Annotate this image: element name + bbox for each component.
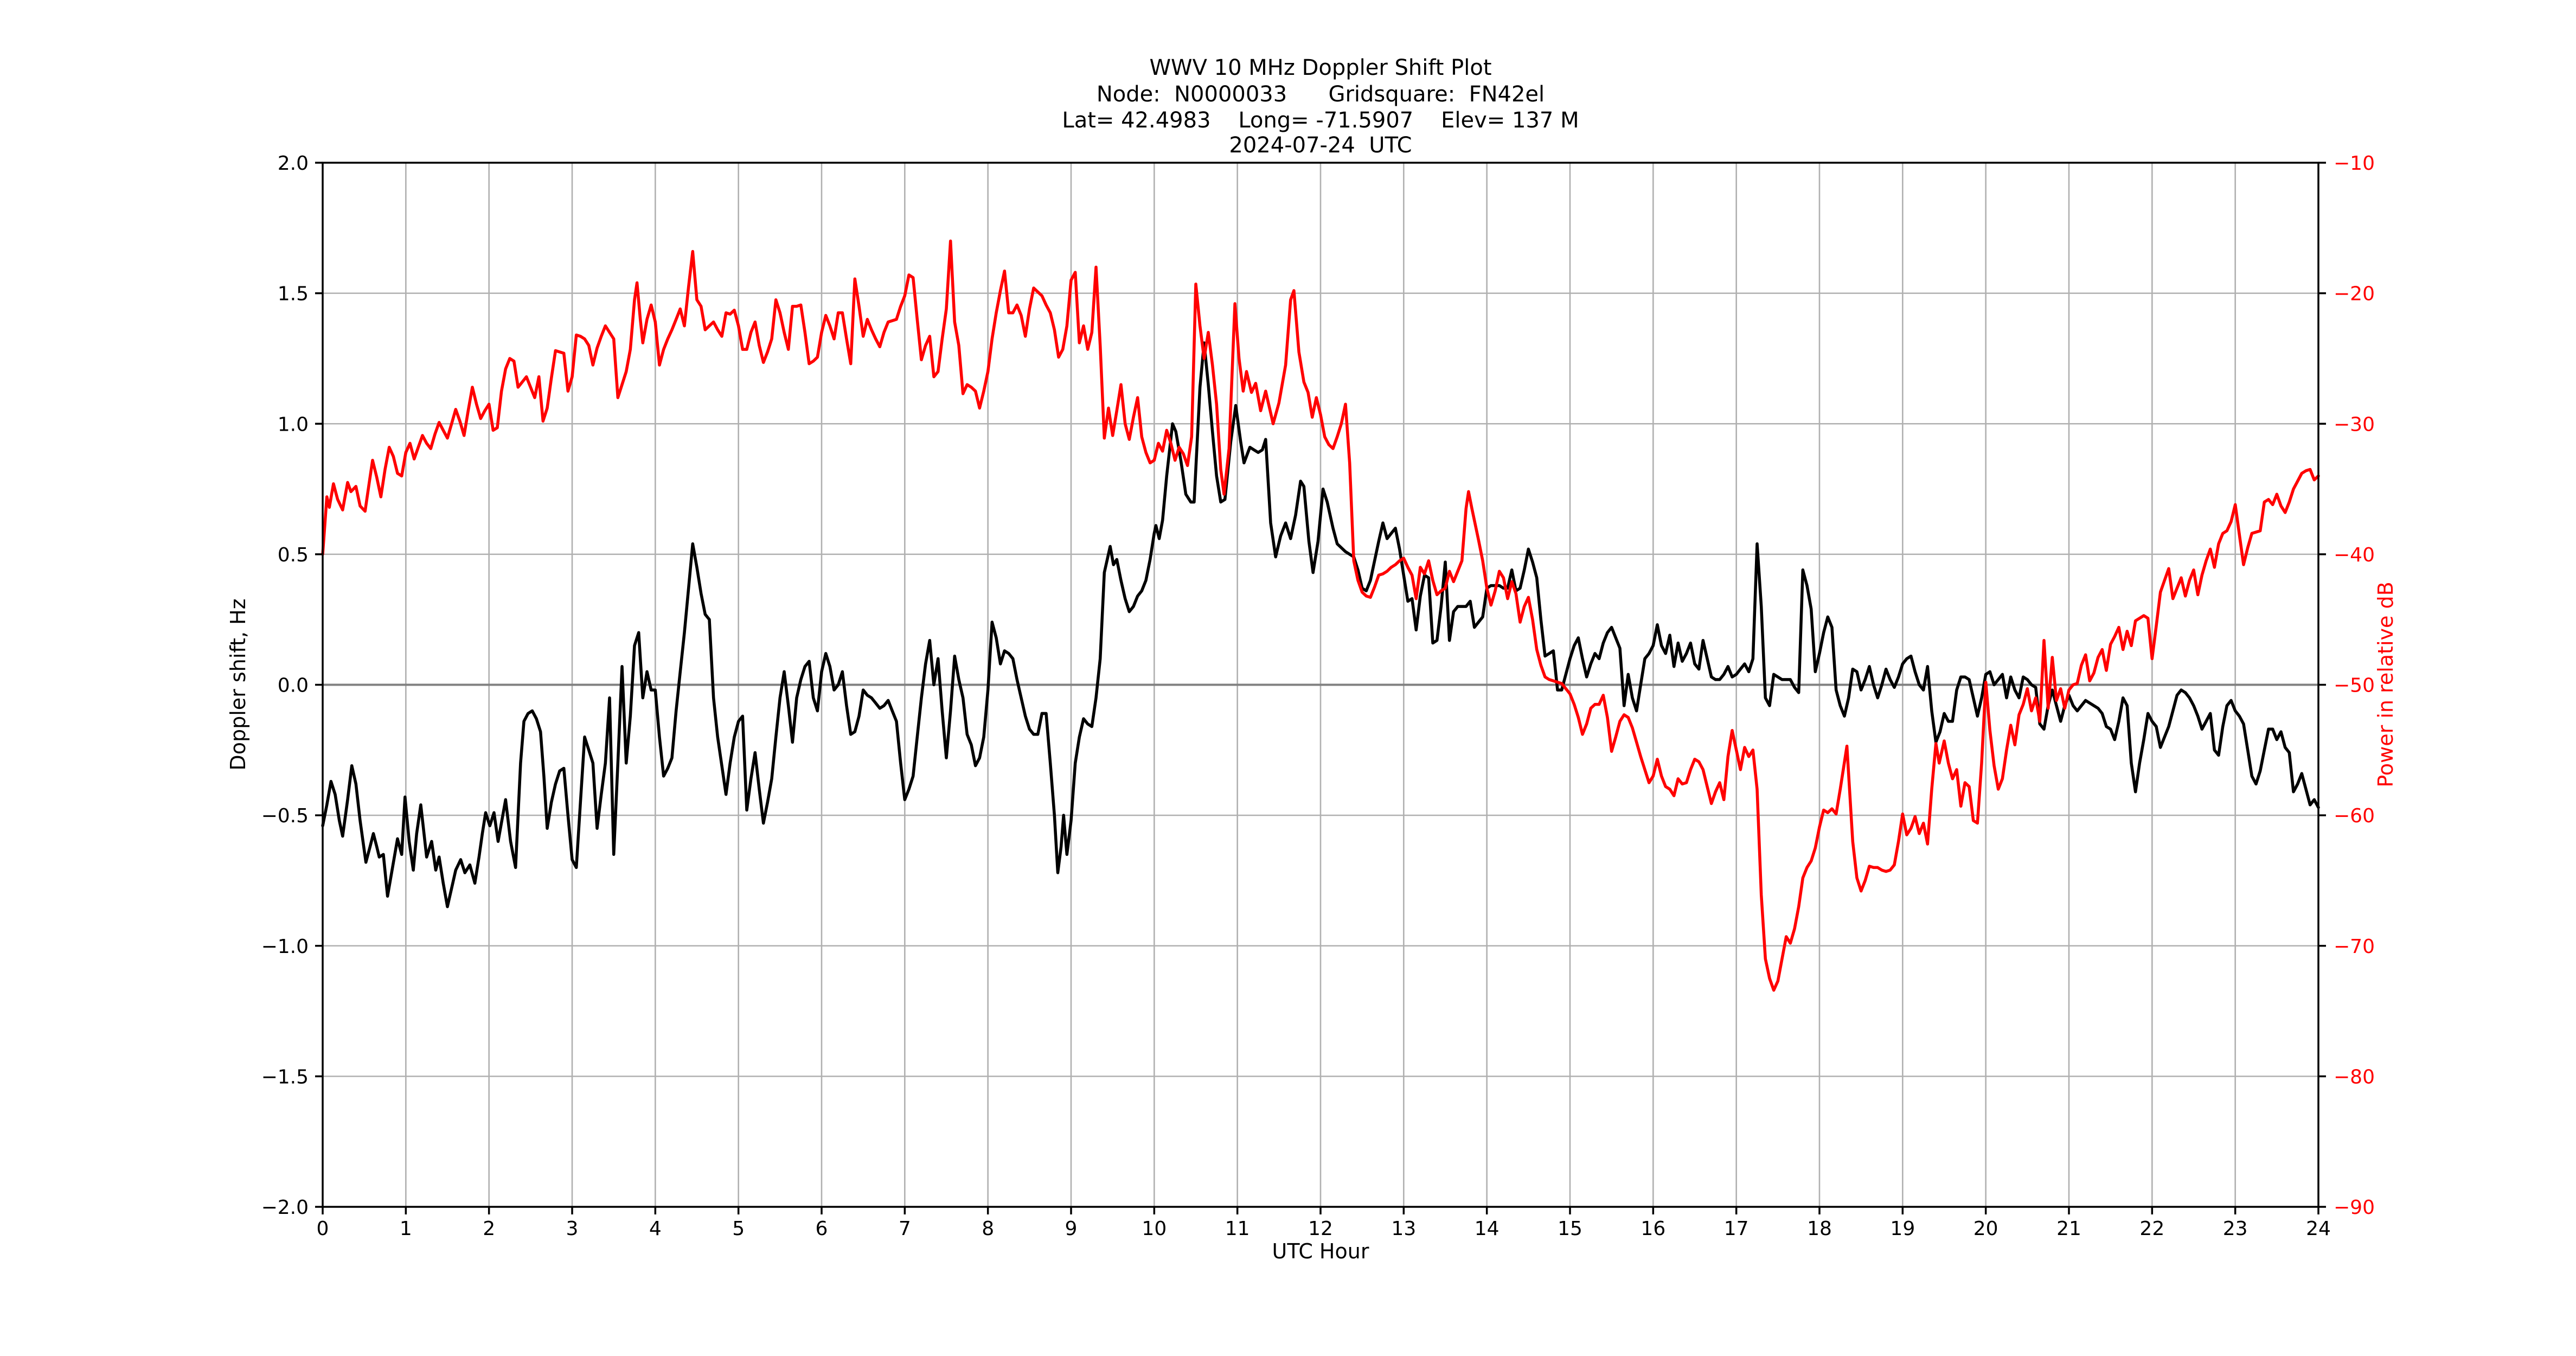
- x-tick-label: 17: [1724, 1218, 1749, 1240]
- y-right-tick-label: −60: [2334, 805, 2375, 827]
- plot-subtitle-node-gridsquare: Node: N0000033 Gridsquare: FN42el: [1097, 82, 1545, 107]
- y-right-tick-label: −80: [2334, 1066, 2375, 1088]
- x-tick-label: 18: [1807, 1218, 1832, 1240]
- power-series-path: [321, 239, 2320, 992]
- x-tick-label: 14: [1475, 1218, 1500, 1240]
- plot-title: WWV 10 MHz Doppler Shift Plot: [1149, 55, 1491, 80]
- x-tick-label: 8: [982, 1218, 994, 1240]
- x-tick-label: 2: [483, 1218, 495, 1240]
- y-right-tick-label: −10: [2334, 152, 2375, 175]
- x-tick-label: 4: [649, 1218, 662, 1240]
- x-tick-label: 23: [2223, 1218, 2248, 1240]
- y-left-tick-label: −1.0: [261, 936, 309, 958]
- plot-border: [322, 162, 2319, 1208]
- x-tick-label: 3: [566, 1218, 579, 1240]
- axis-ticks: [315, 162, 2326, 1214]
- doppler-series-path: [321, 341, 2320, 909]
- x-tick-label: 15: [1558, 1218, 1582, 1240]
- y-right-tick-label: −30: [2334, 413, 2375, 436]
- x-tick-label: 6: [816, 1218, 828, 1240]
- x-tick-label: 21: [2056, 1218, 2081, 1240]
- y-axis-label-right: Power in relative dB: [2374, 581, 2398, 787]
- y-left-tick-label: 2.0: [278, 152, 309, 175]
- x-tick-label: 24: [2306, 1218, 2331, 1240]
- x-tick-label: 22: [2139, 1218, 2164, 1240]
- y-left-tick-label: −0.5: [261, 805, 309, 827]
- y-left-tick-label: −2.0: [261, 1197, 309, 1219]
- x-tick-label: 12: [1308, 1218, 1333, 1240]
- y-left-tick-label: 1.0: [278, 413, 309, 436]
- x-tick-label: 16: [1641, 1218, 1665, 1240]
- y-right-tick-label: −20: [2334, 283, 2375, 305]
- x-tick-label: 19: [1890, 1218, 1915, 1240]
- x-tick-label: 13: [1391, 1218, 1416, 1240]
- y-axis-label-left: Doppler shift, Hz: [226, 598, 250, 770]
- x-tick-label: 10: [1142, 1218, 1167, 1240]
- y-left-tick-label: 0.5: [278, 544, 309, 566]
- y-right-tick-label: −70: [2334, 936, 2375, 958]
- x-tick-label: 0: [317, 1218, 329, 1240]
- y-right-tick-label: −90: [2334, 1197, 2375, 1219]
- x-tick-label: 5: [732, 1218, 745, 1240]
- data-series: [321, 239, 2320, 992]
- y-right-tick-label: −50: [2334, 675, 2375, 697]
- x-tick-label: 1: [400, 1218, 412, 1240]
- x-tick-label: 9: [1065, 1218, 1078, 1240]
- y-left-tick-label: −1.5: [261, 1066, 309, 1088]
- axis-tick-labels: 0 1 2 3 4 5 6 7 8 9 10 11 12 13 14 15 16 17 18 19 20 21 22 23 24…: [261, 152, 2375, 1240]
- x-tick-label: 7: [899, 1218, 911, 1240]
- x-axis-label: UTC Hour: [1272, 1239, 1369, 1263]
- y-left-tick-label: 0.0: [278, 675, 309, 697]
- y-left-tick-label: 1.5: [278, 283, 309, 305]
- x-tick-label: 20: [1973, 1218, 1998, 1240]
- plot-subtitle-lat-long-elev: Lat= 42.4983 Long= -71.5907 Elev= 137 M: [1062, 108, 1579, 133]
- x-tick-label: 11: [1225, 1218, 1250, 1240]
- plot-subtitle-date: 2024-07-24 UTC: [1229, 133, 1412, 158]
- y-right-tick-label: −40: [2334, 544, 2375, 566]
